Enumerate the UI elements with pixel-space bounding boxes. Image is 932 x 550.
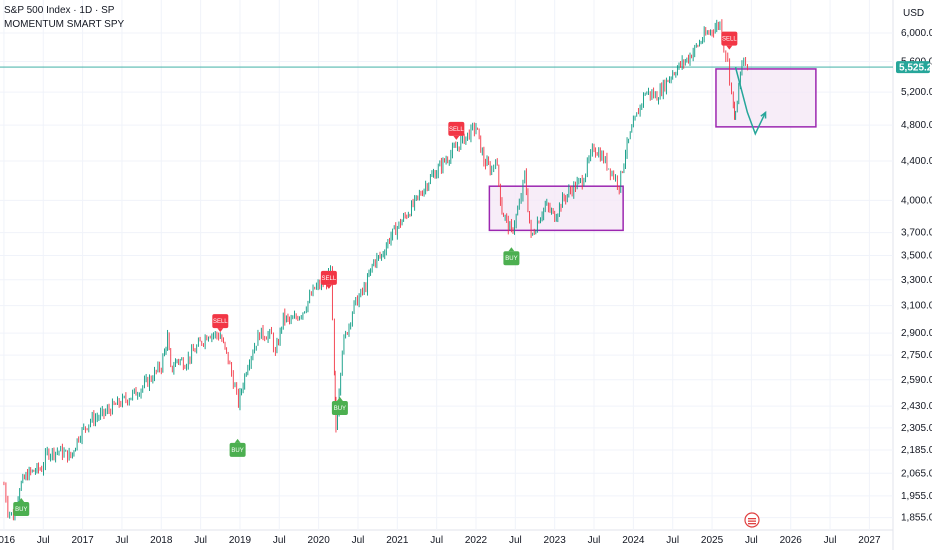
time-tick-label: 2024 (622, 535, 645, 546)
time-tick-label: Jul (509, 535, 522, 546)
projection-path (734, 67, 767, 136)
price-tick-label: 2,305.00 (901, 423, 932, 434)
price-tick-label: 2,900.00 (901, 328, 932, 339)
time-axis[interactable]: 2016 Jul 2017 Jul 2018 Jul 2019 Jul 2020 Jul 2021 J… (0, 535, 881, 546)
price-tick-label: 2,430.00 (901, 401, 932, 412)
price-tick-label: 1,955.00 (901, 491, 932, 502)
chart-grid (0, 0, 894, 550)
price-tick-label: 2,590.00 (901, 375, 932, 386)
chart-legend[interactable]: S&P 500 Index · 1D · SP MOMENTUM SMART S… (4, 4, 124, 32)
sell-signal-badge: SELL (212, 314, 229, 333)
time-tick-label: 2027 (858, 535, 881, 546)
time-tick-label: Jul (745, 535, 758, 546)
price-bars (3, 19, 748, 521)
time-tick-label: Jul (666, 535, 679, 546)
time-tick-label: 2018 (150, 535, 173, 546)
time-tick-label: 2020 (308, 535, 331, 546)
time-tick-label: 2016 (0, 535, 15, 546)
signal-label: SELL (722, 37, 737, 43)
buy-signal-badge: BUY (13, 497, 30, 516)
price-tick-label: 4,800.00 (901, 120, 932, 131)
signal-label: SELL (322, 276, 337, 282)
price-axis[interactable]: 1,855.00 1,955.00 2,065.00 2,185.00 2,305.00… (901, 28, 932, 524)
time-tick-label: Jul (37, 535, 50, 546)
sell-signal-badge: SELL (320, 270, 337, 289)
price-tick-label: 2,185.00 (901, 445, 932, 456)
time-tick-label: Jul (824, 535, 837, 546)
symbol-title[interactable]: S&P 500 Index · 1D · SP (4, 5, 115, 16)
sell-signal-badge: SELL (721, 31, 738, 50)
price-tick-label: 2,065.00 (901, 468, 932, 479)
price-tick-label: 3,300.00 (901, 275, 932, 286)
projection-arrow (734, 67, 767, 136)
sell-signal-badge: SELL (448, 121, 465, 140)
time-tick-label: Jul (588, 535, 601, 546)
time-tick-label: 2019 (229, 535, 252, 546)
price-tick-label: 3,700.00 (901, 228, 932, 239)
range-zones (488, 68, 817, 232)
price-tick-label: 1,855.00 (901, 513, 932, 524)
time-tick-label: 2017 (71, 535, 94, 546)
time-tick-label: Jul (273, 535, 286, 546)
price-tick-label: 3,500.00 (901, 251, 932, 262)
time-tick-label: 2025 (701, 535, 724, 546)
indicator-name[interactable]: MOMENTUM SMART SPY (4, 19, 125, 30)
time-tick-label: 2022 (465, 535, 488, 546)
signal-label: BUY (231, 448, 243, 454)
time-tick-label: Jul (116, 535, 129, 546)
tradingview-logo[interactable] (744, 512, 760, 528)
price-tick-label: 6,000.00 (901, 28, 932, 39)
buy-signal-badge: BUY (331, 397, 348, 416)
price-tick-label: 4,000.00 (901, 195, 932, 206)
time-tick-label: 2021 (386, 535, 409, 546)
buy-signal-badge: BUY (229, 438, 246, 457)
currency-label: USD (903, 8, 924, 19)
buy-signal-badge: BUY (503, 247, 520, 266)
price-tick-label: 4,400.00 (901, 156, 932, 167)
signal-label: BUY (334, 406, 346, 412)
signal-label: SELL (449, 127, 464, 133)
price-tick-label: 3,100.00 (901, 301, 932, 312)
price-tick-label: 2,750.00 (901, 350, 932, 361)
time-tick-label: 2023 (544, 535, 567, 546)
time-tick-label: Jul (430, 535, 443, 546)
price-axis-unit: USD (903, 8, 924, 19)
current-price-value: 5,525.22 (899, 63, 932, 74)
signal-label: BUY (505, 256, 517, 262)
time-tick-label: Jul (194, 535, 207, 546)
current-price-tag: 5,525.22 (896, 61, 932, 74)
signal-label: BUY (15, 507, 27, 513)
signal-label: SELL (213, 319, 228, 325)
time-tick-label: 2026 (780, 535, 803, 546)
time-tick-label: Jul (352, 535, 365, 546)
signal-badges: BUY SELL BUY SELL BUY SELL BUY SELL (13, 31, 738, 516)
price-tick-label: 5,200.00 (901, 87, 932, 98)
projection-arrowhead (760, 110, 767, 119)
